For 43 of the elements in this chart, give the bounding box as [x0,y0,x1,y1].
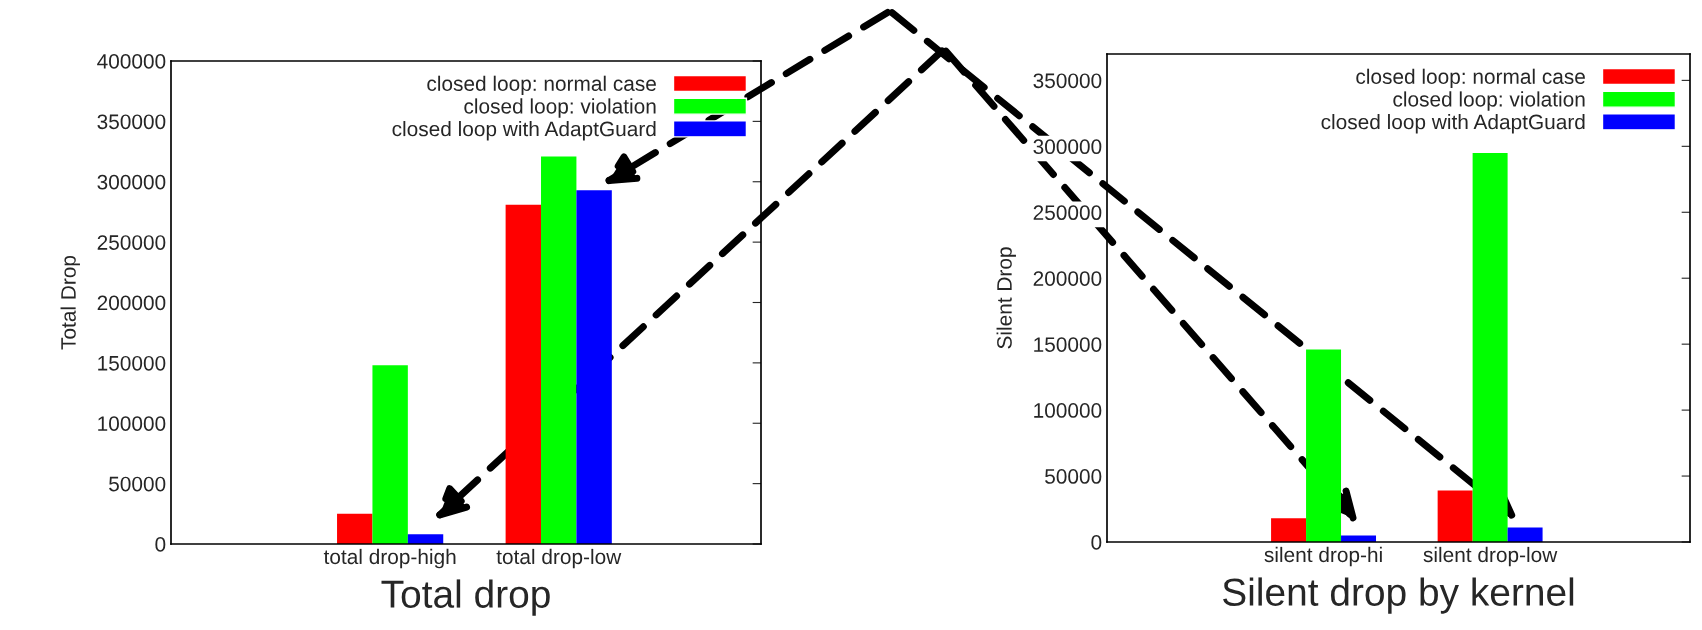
bar [1472,152,1508,542]
y-tick-label: 150000 [1034,337,1102,352]
x-tick-label: silent drop-hi [1264,546,1382,567]
y-tick-label: 350000 [1033,73,1102,89]
bar [505,204,542,544]
y-tick-label: 100000 [98,416,166,431]
bar [407,534,444,544]
y-tick-label: 0 [155,537,166,552]
bar [1306,349,1342,542]
legend-label: closed loop: normal case [427,75,656,96]
y-tick-label: 400000 [97,54,166,69]
y-tick-label: 0 [1091,535,1102,550]
y-axis-title: Silent Drop [996,247,1016,349]
legend-label: closed loop: violation [1393,91,1585,111]
legend-label: closed loop with AdaptGuard [1321,114,1585,134]
x-tick-label: silent drop-low [1423,546,1558,567]
bar [541,156,577,544]
y-tick-label: 300000 [1033,139,1102,155]
bar [337,513,373,544]
legend-label: closed loop with AdaptGuard [392,121,656,141]
y-tick-label: 200000 [97,295,166,311]
y-tick-label: 150000 [98,355,166,371]
bar [372,365,408,544]
x-tick-label: total drop-low [496,548,622,569]
y-axis-title: Total Drop [60,255,80,350]
x-tick-label: total drop-high [323,548,456,569]
y-tick-label: 250000 [97,235,166,250]
x-axis-title: Silent drop by kernel [1223,577,1574,614]
bar [1271,518,1307,542]
legend-label: closed loop: violation [464,98,656,118]
bar [1507,527,1543,542]
x-axis-title: Total drop [381,579,550,616]
y-tick-label: 300000 [97,174,166,190]
y-tick-label: 50000 [109,476,166,492]
y-tick-label: 250000 [1033,205,1102,221]
bar [1437,490,1473,542]
y-tick-label: 200000 [1033,271,1102,286]
y-tick-label: 350000 [97,114,166,130]
bar [1341,535,1377,542]
legend-label: closed loop: normal case [1356,68,1585,89]
bar [576,190,612,544]
y-tick-label: 100000 [1034,403,1102,418]
y-tick-label: 50000 [1045,469,1102,484]
